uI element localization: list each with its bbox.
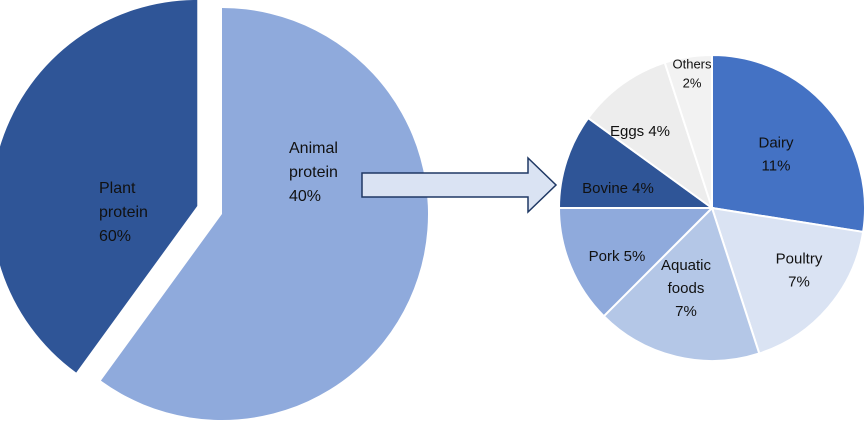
pie-slice-eggs-4 bbox=[586, 61, 714, 211]
slice-label-line: Plant bbox=[99, 180, 136, 197]
slice-label-line: Pork 5% bbox=[589, 248, 646, 265]
slice-label-line: 7% bbox=[675, 303, 697, 320]
slice-label-line: Animal bbox=[289, 140, 338, 157]
slice-label-animal-protein-40: Animal protein 40% bbox=[289, 140, 338, 205]
slice-label-eggs-4: Eggs 4% bbox=[610, 123, 670, 140]
connector-arrow bbox=[361, 156, 558, 214]
pie-slice-plant-protein-60 bbox=[100, 8, 429, 420]
animal-protein-breakdown-pie: Dairy 11% Poultry 7% Aquatic foods 7% Pork 5% Bo… bbox=[557, 53, 866, 362]
slice-label-line: Poultry bbox=[776, 251, 823, 268]
pie-slice-poultry-7 bbox=[710, 206, 865, 355]
slice-label-line: foods bbox=[668, 280, 705, 297]
slice-label-line: 11% bbox=[762, 158, 791, 175]
slice-label-line: Bovine 4% bbox=[582, 180, 654, 197]
slice-label-poultry-7: Poultry 7% bbox=[776, 251, 823, 291]
slice-label-pork-5: Pork 5% bbox=[589, 248, 646, 265]
slice-label-line: 7% bbox=[788, 274, 810, 291]
main-pie-chart: Plant protein 60% Animal protein 40% bbox=[0, 0, 429, 420]
pie-slice-bovine-4 bbox=[557, 116, 716, 209]
slice-label-line: Eggs 4% bbox=[610, 123, 670, 140]
slice-label-others-2: Others 2% bbox=[672, 57, 712, 91]
pie-slice-dairy-11 bbox=[711, 53, 866, 234]
slice-label-plant-protein-60: Plant protein 60% bbox=[99, 180, 148, 245]
slice-label-line: Aquatic bbox=[661, 257, 712, 274]
pie-slice-pork-5 bbox=[557, 207, 715, 318]
pie-slice-aquatic-foods-7 bbox=[602, 206, 761, 362]
slice-label-bovine-4: Bovine 4% bbox=[582, 180, 654, 197]
slice-label-line: Others bbox=[672, 57, 712, 72]
pie-slice-others-2 bbox=[663, 53, 713, 209]
slice-label-line: 40% bbox=[289, 188, 321, 205]
pie-slice-animal-protein-40 bbox=[0, 0, 198, 373]
slice-label-line: 2% bbox=[683, 76, 702, 91]
slice-label-line: Dairy bbox=[758, 135, 794, 152]
slice-label-line: protein bbox=[99, 204, 148, 221]
slice-label-aquatic-foods-7: Aquatic foods 7% bbox=[661, 257, 712, 320]
slice-label-dairy-11: Dairy 11% bbox=[758, 135, 794, 175]
slice-label-line: protein bbox=[289, 164, 338, 181]
slice-label-line: 60% bbox=[99, 228, 131, 245]
